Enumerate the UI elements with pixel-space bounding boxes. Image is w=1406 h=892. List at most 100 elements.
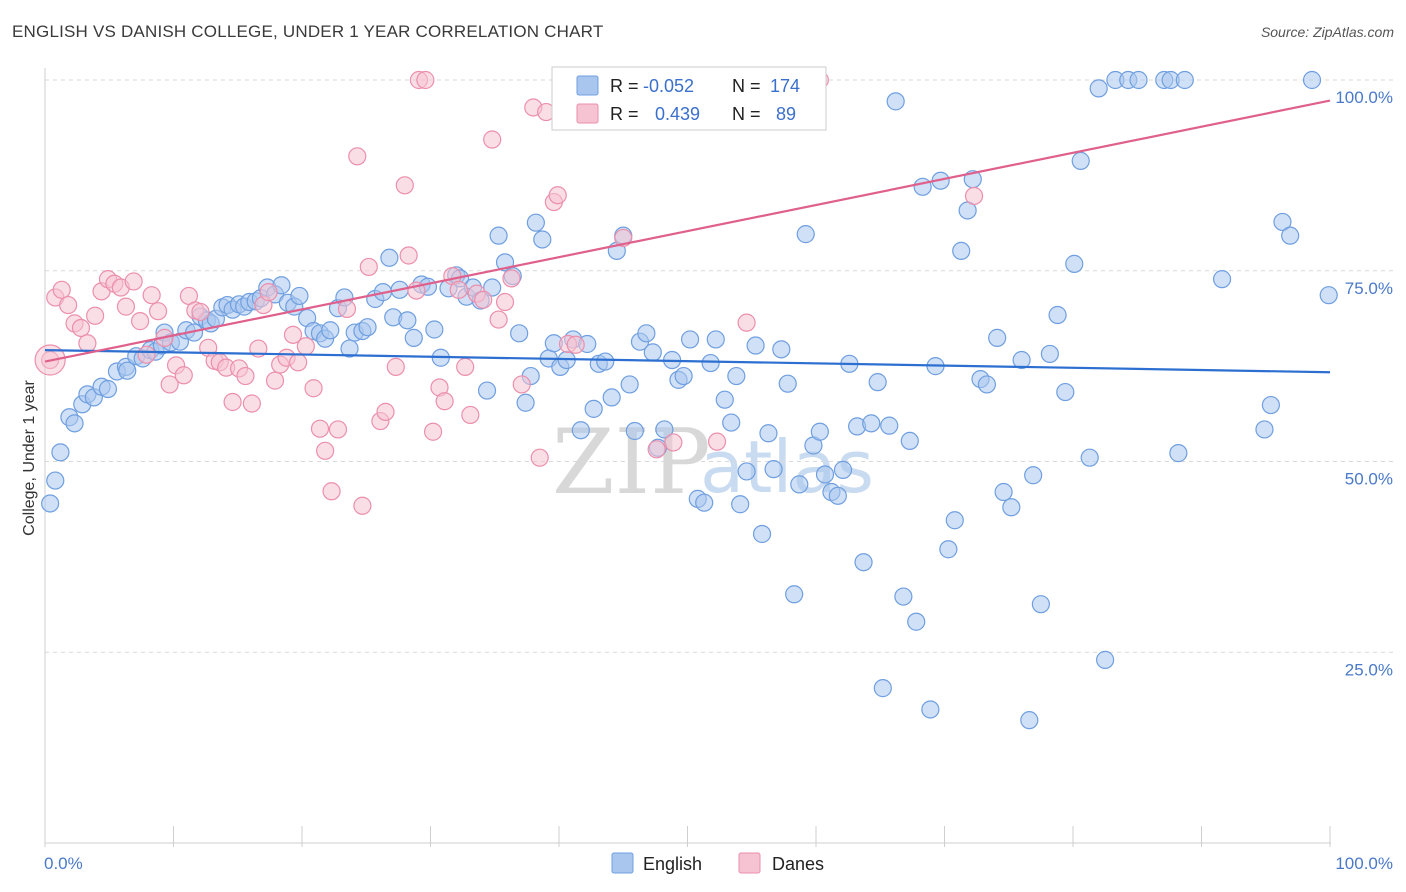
- danes-point: [160, 375, 179, 394]
- danes-point: [353, 496, 372, 515]
- danes-r-value: 0.439: [655, 104, 700, 124]
- english-point: [772, 340, 791, 359]
- english-point: [321, 321, 340, 340]
- danes-point: [737, 313, 756, 332]
- danes-point: [435, 392, 454, 411]
- axes: [44, 68, 1331, 847]
- english-n-value: 174: [770, 76, 800, 96]
- english-point: [854, 553, 873, 572]
- danes-point: [566, 335, 585, 354]
- danes-point: [283, 325, 303, 344]
- english-point: [715, 390, 734, 409]
- danes-r-label: R =: [610, 104, 639, 124]
- danes-point: [707, 432, 727, 451]
- danes-swatch: [576, 103, 599, 124]
- english-point: [340, 339, 359, 358]
- stats-legend: R = -0.052 N = 174 R = 0.439 N = 89: [551, 66, 827, 131]
- danes-point: [71, 318, 91, 338]
- english-point: [833, 460, 853, 479]
- english-point: [65, 414, 84, 433]
- y-tick-label-25: 25.0%: [1345, 660, 1393, 679]
- danes-point: [456, 357, 475, 376]
- english-point: [477, 381, 497, 400]
- danes-n-label: N =: [732, 104, 761, 124]
- english-point: [510, 324, 529, 343]
- english-point: [425, 320, 444, 339]
- danes-point: [236, 366, 255, 386]
- english-point: [785, 585, 804, 604]
- danes-point: [59, 295, 78, 315]
- english-point: [51, 443, 70, 462]
- danes-point: [191, 302, 210, 322]
- danes-trend-line: [44, 99, 1331, 363]
- english-point: [722, 413, 741, 432]
- english-point: [907, 612, 926, 631]
- danes-point: [502, 269, 521, 288]
- danes-point: [78, 334, 97, 353]
- english-point: [778, 374, 797, 393]
- y-tick-label-50: 50.0%: [1345, 470, 1393, 489]
- english-point: [790, 475, 809, 494]
- legend-english-label: English: [643, 854, 702, 874]
- danes-point: [474, 290, 493, 309]
- english-point: [1071, 151, 1090, 170]
- english-point: [1255, 420, 1274, 439]
- danes-point: [310, 419, 330, 438]
- danes-point: [223, 392, 242, 412]
- english-point: [1048, 305, 1067, 325]
- english-point: [1129, 70, 1148, 90]
- english-point: [483, 278, 502, 297]
- bottom-legend: English Danes: [611, 852, 824, 874]
- legend-english-swatch: [611, 852, 634, 874]
- english-point: [886, 92, 905, 111]
- english-point: [1065, 254, 1084, 273]
- danes-point: [137, 345, 156, 364]
- danes-point: [304, 379, 323, 398]
- english-point: [596, 352, 615, 371]
- english-point: [1319, 286, 1338, 305]
- danes-point: [483, 130, 502, 149]
- danes-point: [495, 292, 515, 312]
- english-point: [764, 460, 783, 479]
- english-point: [46, 471, 65, 490]
- english-point: [862, 414, 881, 433]
- english-point: [489, 226, 508, 245]
- legend-danes-swatch: [738, 852, 761, 874]
- english-point: [398, 311, 417, 330]
- english-swatch: [576, 75, 599, 96]
- english-point: [1020, 711, 1039, 730]
- english-point: [945, 511, 964, 530]
- english-point: [637, 324, 656, 343]
- danes-point: [148, 302, 168, 321]
- english-point: [526, 213, 545, 232]
- english-point: [1012, 350, 1031, 370]
- danes-point: [359, 257, 378, 277]
- danes-point: [52, 280, 71, 299]
- english-point: [290, 286, 309, 306]
- english-point: [1002, 498, 1021, 517]
- danes-point: [664, 433, 683, 452]
- legend-danes-label: Danes: [772, 854, 824, 874]
- english-point: [939, 540, 958, 559]
- english-point: [655, 420, 674, 439]
- english-point: [404, 328, 423, 347]
- danes-point: [376, 402, 395, 422]
- english-r-value: -0.052: [643, 76, 694, 96]
- danes-point: [423, 422, 443, 441]
- english-point: [731, 495, 750, 514]
- english-point: [759, 424, 778, 443]
- english-point: [98, 379, 118, 399]
- english-trend-line: [44, 349, 1331, 374]
- english-point: [1175, 70, 1194, 90]
- english-point: [118, 361, 137, 380]
- y-tick-labels: 25.0% 50.0% 75.0% 100.0%: [1335, 88, 1393, 679]
- trend-lines: [44, 99, 1331, 374]
- english-point: [571, 421, 590, 440]
- danes-point: [328, 420, 348, 439]
- danes-point: [130, 312, 150, 331]
- english-point: [737, 462, 756, 481]
- danes-point: [489, 310, 508, 329]
- y-tick-label-100: 100.0%: [1335, 88, 1393, 107]
- danes-point: [316, 441, 335, 460]
- danes-point: [174, 366, 193, 385]
